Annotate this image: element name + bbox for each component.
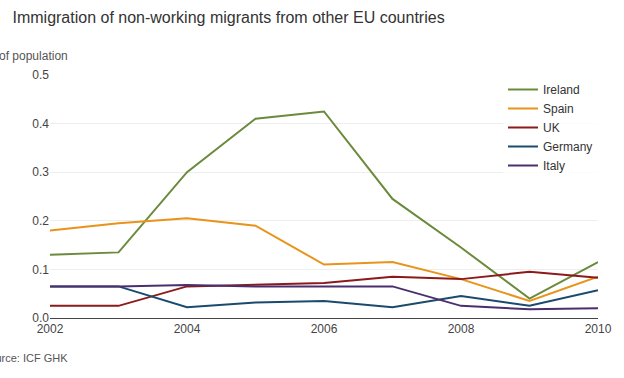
svg-text:Germany: Germany [543, 140, 592, 154]
svg-text:2004: 2004 [174, 322, 201, 336]
svg-text:Source: ICF GHK: Source: ICF GHK [0, 352, 68, 364]
svg-text:2002: 2002 [37, 322, 64, 336]
svg-text:Spain: Spain [543, 102, 574, 116]
svg-text:0.3: 0.3 [32, 165, 49, 179]
svg-text:0.4: 0.4 [32, 117, 49, 131]
svg-text:Immigration of non-working mig: Immigration of non-working migrants from… [12, 9, 444, 26]
svg-text:0.1: 0.1 [32, 263, 49, 277]
svg-text:Ireland: Ireland [543, 83, 580, 97]
svg-text:0.5: 0.5 [32, 68, 49, 82]
svg-text:2008: 2008 [448, 322, 475, 336]
svg-text:2006: 2006 [311, 322, 338, 336]
svg-text:Italy: Italy [543, 159, 565, 173]
svg-text:2010: 2010 [585, 322, 612, 336]
svg-text:0.0: 0.0 [32, 311, 49, 325]
svg-text:UK: UK [543, 121, 560, 135]
svg-text:% of population: % of population [0, 49, 68, 63]
svg-text:0.2: 0.2 [32, 214, 49, 228]
